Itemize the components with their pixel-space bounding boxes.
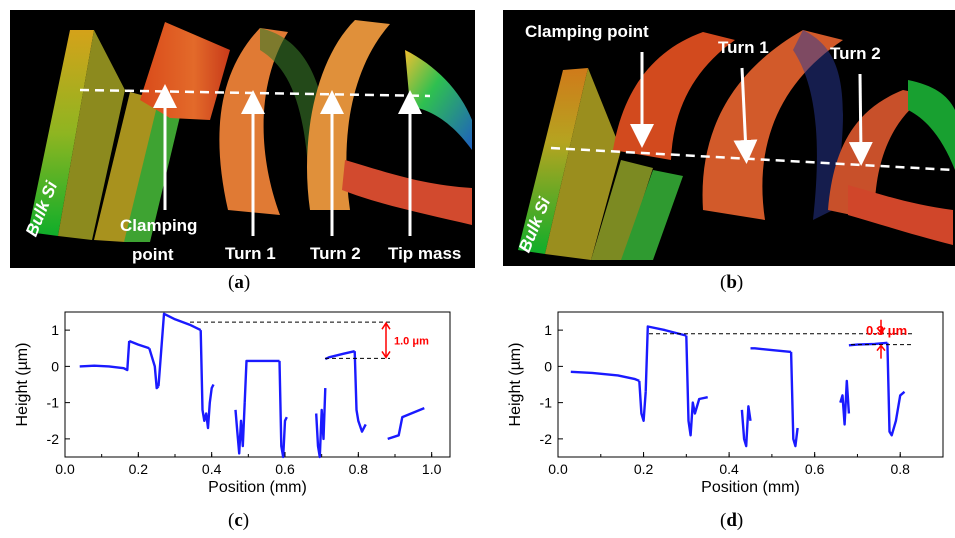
profile-segment <box>353 351 367 433</box>
x-tick-label: 0.2 <box>129 461 149 477</box>
x-axis-label: Position (mm) <box>701 479 800 496</box>
profile-segment <box>315 388 327 459</box>
dashed-reference-line-b <box>550 146 954 172</box>
x-axis-label: Position (mm) <box>208 479 307 496</box>
profile-segment <box>234 402 246 455</box>
clamping-point-label-a-line1: Clamping <box>120 216 198 235</box>
height-profile-chart-d: 0.0 0.2 0.4 0.6 0.8 -2 -1 0 1 Position (mm) Height… <box>507 311 944 496</box>
profile-segment <box>644 325 687 392</box>
y-tick-label: -1 <box>540 395 553 411</box>
caption-a: (a) <box>228 272 251 293</box>
optical-profile-image-b: Bulk Si Clamping point Turn 1 Turn 2 <box>503 10 955 266</box>
arrow-turn2-b <box>848 73 873 166</box>
optical-profile-image-a: Bulk Si Clamping point Turn 1 Turn 2 Tip… <box>10 10 475 268</box>
caption-d: (d) <box>720 510 744 531</box>
step-height-label: 0.3 μm <box>866 323 907 338</box>
y-tick-label: 1 <box>51 322 59 338</box>
y-tick-label: 0 <box>544 358 552 374</box>
profile-segment <box>199 330 215 430</box>
y-tick-label: 1 <box>544 322 552 338</box>
turn2-label-b: Turn 2 <box>830 44 881 63</box>
clamping-point-label-a-line2: point <box>132 245 174 264</box>
caption-b: (b) <box>720 272 744 293</box>
profile-segment <box>387 406 425 441</box>
profile-segment <box>685 335 708 437</box>
profile-segment <box>148 347 160 390</box>
arrow-overlay-a <box>79 84 431 236</box>
arrow-overlay-b <box>550 52 954 172</box>
height-profile-chart-c: 0.0 0.2 0.4 0.6 0.8 1.0 -2 -1 0 1 Position (mm) Hei… <box>14 311 451 496</box>
profile-segment <box>750 347 792 354</box>
x-tick-label: 0.8 <box>349 461 369 477</box>
x-tick-label: 0.6 <box>805 461 825 477</box>
profile-segment <box>157 312 202 387</box>
profile-segment <box>570 370 640 383</box>
y-tick-label: -2 <box>47 431 60 447</box>
arrow-turn1-b <box>733 67 758 164</box>
plot-frame <box>64 311 451 458</box>
profile-segment <box>243 359 280 403</box>
plot-frame <box>557 311 944 458</box>
y-axis-label: Height (µm) <box>507 343 524 427</box>
arrowhead-up <box>876 344 886 352</box>
x-tick-label: 0.4 <box>719 461 739 477</box>
profile-segment <box>638 380 647 423</box>
x-tick-label: 0.0 <box>548 461 568 477</box>
step-height-label: 1.0 μm <box>394 335 429 347</box>
turn2-label-a: Turn 2 <box>310 244 361 263</box>
x-tick-label: 0.8 <box>890 461 910 477</box>
turn1-label-a: Turn 1 <box>225 244 276 263</box>
turn1-label-b: Turn 1 <box>718 38 769 57</box>
y-tick-label: -1 <box>47 395 60 411</box>
y-tick-label: -2 <box>540 431 553 447</box>
arrowhead-down <box>876 327 886 334</box>
caption-c: (c) <box>228 510 250 531</box>
profile-segment <box>839 379 851 426</box>
x-tick-label: 0.2 <box>634 461 654 477</box>
x-tick-label: 1.0 <box>422 461 442 477</box>
profile-segment <box>740 405 752 448</box>
y-axis-label: Height (µm) <box>14 343 31 427</box>
profile-segment <box>79 340 131 372</box>
profile-segment <box>128 339 150 350</box>
clamping-point-label-b: Clamping point <box>525 22 649 41</box>
y-tick-label: 0 <box>51 358 59 374</box>
x-tick-label: 0.4 <box>202 461 222 477</box>
profile-segment <box>789 351 799 448</box>
tip-mass-label-a: Tip mass <box>388 244 462 263</box>
arrowhead-up <box>381 321 391 330</box>
dashed-reference-line-a <box>79 88 431 98</box>
profile-segment <box>886 342 906 437</box>
x-tick-label: 0.0 <box>55 461 75 477</box>
x-tick-label: 0.6 <box>275 461 295 477</box>
arrowhead-down <box>381 350 391 359</box>
profile-segment <box>278 360 288 459</box>
